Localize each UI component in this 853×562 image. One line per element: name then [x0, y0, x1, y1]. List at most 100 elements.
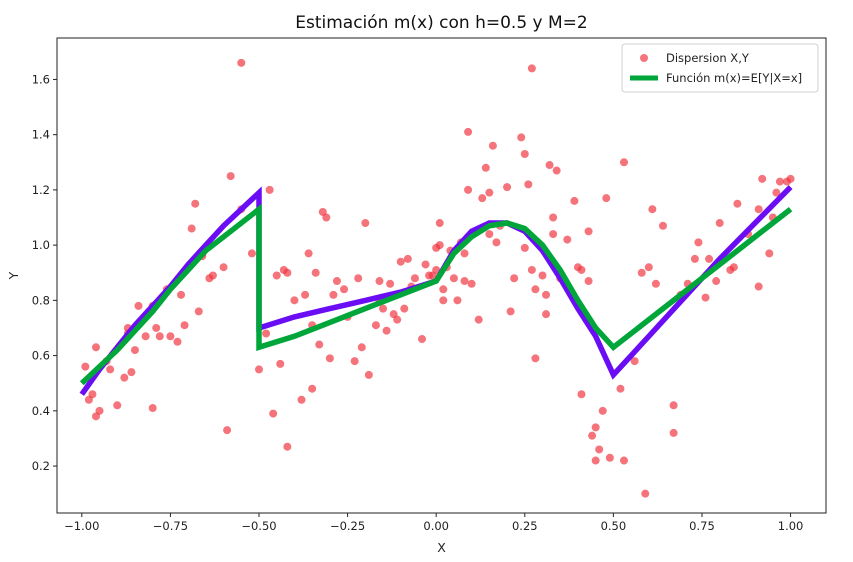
scatter-point [148, 404, 157, 413]
scatter-point [485, 188, 494, 197]
scatter-point [400, 304, 409, 313]
scatter-point [191, 199, 200, 208]
legend-entry: Función m(x)=E[Y|X=x] [666, 71, 802, 85]
x-tick-label: −0.75 [153, 519, 188, 533]
scatter-point [95, 406, 104, 415]
scatter-point [265, 185, 274, 194]
scatter-point [386, 279, 395, 288]
scatter-point [283, 268, 292, 277]
scatter-point [152, 323, 161, 332]
x-tick-label: −0.25 [330, 519, 365, 533]
y-tick-label: 1.0 [32, 238, 50, 252]
scatter-point [520, 149, 529, 158]
scatter-point [658, 221, 667, 230]
scatter-point [616, 384, 625, 393]
scatter-point [283, 442, 292, 451]
scatter-point [382, 326, 391, 335]
scatter-point [396, 257, 405, 266]
x-tick-label: 0.75 [689, 519, 715, 533]
scatter-point [223, 426, 232, 435]
y-tick-label: 1.4 [32, 128, 50, 142]
scatter-point [219, 263, 228, 272]
scatter-point [520, 243, 529, 252]
scatter-point [439, 296, 448, 305]
y-axis-label: Y [6, 271, 21, 280]
scatter-point [262, 329, 271, 338]
scatter-point [754, 205, 763, 214]
scatter-point [510, 274, 519, 283]
scatter-point [549, 230, 558, 239]
scatter-point [304, 249, 313, 258]
scatter-point [297, 395, 306, 404]
x-tick-label: −1.00 [64, 519, 99, 533]
scatter-point [481, 163, 490, 172]
scatter-point [488, 141, 497, 150]
scatter-point [340, 285, 349, 294]
scatter-point [325, 354, 334, 363]
chart-title: Estimación m(x) con h=0.5 y M=2 [295, 13, 587, 33]
scatter-point [379, 304, 388, 313]
scatter-point [577, 390, 586, 399]
scatter-point [630, 357, 639, 366]
scatter-point [290, 296, 299, 305]
scatter-point [602, 194, 611, 203]
scatter-point [269, 409, 278, 418]
scatter-point [113, 401, 122, 410]
regression-lines [79, 185, 793, 396]
legend-marker [640, 54, 648, 62]
scatter-point [605, 453, 614, 462]
scatter-point [527, 64, 536, 73]
scatter-point [563, 235, 572, 244]
scatter-point [350, 357, 359, 366]
scatter-point [301, 290, 310, 299]
scatter-point [669, 428, 678, 437]
scatter-point [141, 332, 150, 341]
plot-area [56, 37, 827, 514]
legend-entry: Dispersion X,Y [666, 51, 750, 65]
legend-box [621, 43, 819, 93]
scatter-point [598, 406, 607, 415]
scatter-point [754, 282, 763, 291]
scatter-point [421, 260, 430, 269]
scatter-point [506, 307, 515, 316]
scatter-point [177, 290, 186, 299]
scatter-point [503, 183, 512, 192]
scatter-point [432, 265, 441, 274]
scatter-point [187, 224, 196, 233]
scatter-point [577, 265, 586, 274]
scatter-point [524, 180, 533, 189]
scatter-point [549, 213, 558, 222]
scatter-point [315, 340, 324, 349]
scatter-point [733, 199, 742, 208]
scatter-point [542, 310, 551, 319]
scatter-point [694, 238, 703, 247]
scatter-point [357, 343, 366, 352]
scatter-point [106, 365, 115, 374]
scatter-point [637, 268, 646, 277]
scatter-point [403, 254, 412, 263]
x-tick-label: −0.50 [241, 519, 276, 533]
x-tick-label: 0.25 [512, 519, 538, 533]
scatter-point [311, 268, 320, 277]
x-tick-label: 1.00 [778, 519, 804, 533]
scatter-point [134, 301, 143, 310]
y-tick-label: 0.4 [32, 404, 50, 418]
scatter-point [410, 274, 419, 283]
series-line-2 [79, 203, 793, 386]
scatter-point [545, 161, 554, 170]
scatter-point [538, 271, 547, 280]
scatter-point [620, 158, 629, 167]
scatter-point [591, 456, 600, 465]
scatter-point [701, 293, 710, 302]
scatter-point [772, 188, 781, 197]
scatter-point [542, 290, 551, 299]
scatter-point [570, 196, 579, 205]
y-tick-label: 0.6 [32, 349, 50, 363]
scatter-point [651, 279, 660, 288]
scatter-point [644, 263, 653, 272]
scatter-point [531, 285, 540, 294]
scatter-point [786, 174, 795, 183]
scatter-point [712, 277, 721, 286]
scatter-point [765, 249, 774, 258]
